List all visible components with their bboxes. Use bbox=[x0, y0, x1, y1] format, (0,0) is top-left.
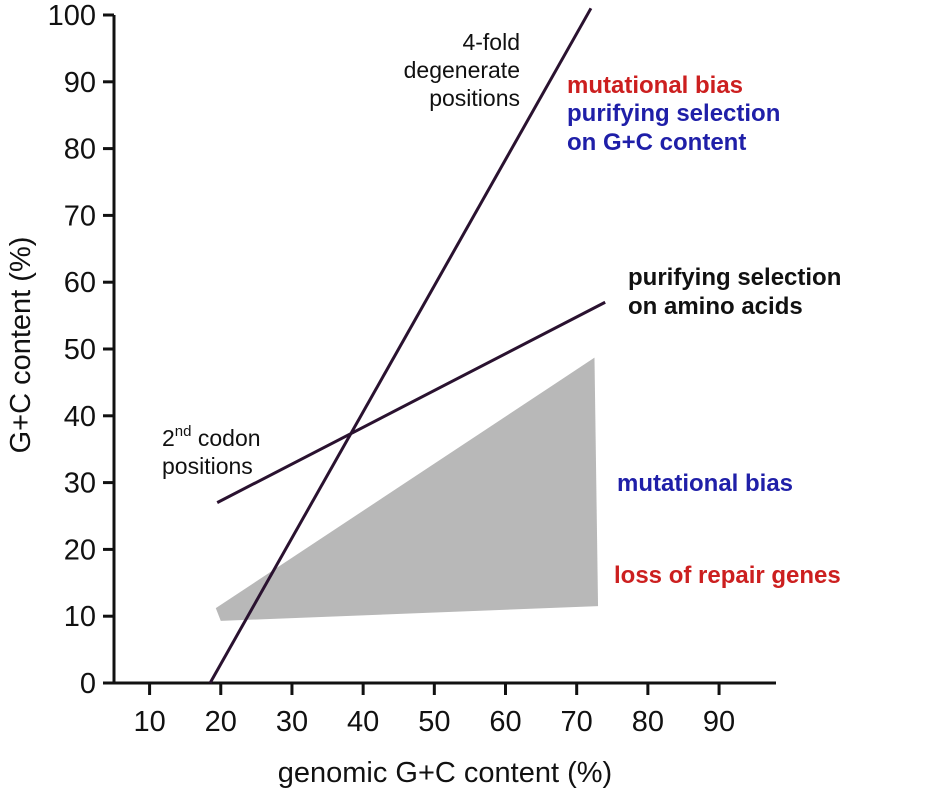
x-tick-label: 80 bbox=[632, 706, 664, 738]
x-axis-label: genomic G+C content (%) bbox=[278, 757, 612, 789]
y-tick-label: 50 bbox=[64, 334, 96, 366]
label-4fold-line2: degenerate bbox=[404, 57, 520, 83]
label-mutational-bias-low: mutational bias bbox=[617, 470, 793, 497]
label-2nd-codon-line1: 2nd codon bbox=[162, 423, 261, 451]
label-2nd-rest: codon bbox=[191, 425, 260, 451]
label-purifying-gc-line2: on G+C content bbox=[567, 129, 746, 156]
y-tick-label: 10 bbox=[64, 601, 96, 633]
y-tick-label: 100 bbox=[48, 0, 96, 32]
label-4fold-line1: 4-fold bbox=[462, 29, 520, 55]
y-tick-label: 30 bbox=[64, 468, 96, 500]
shaded-region bbox=[215, 357, 599, 621]
x-tick-label: 50 bbox=[418, 706, 450, 738]
label-purifying-gc-line1: purifying selection bbox=[567, 100, 780, 127]
label-purifying-aa-line1: purifying selection bbox=[628, 264, 841, 291]
label-2nd-codon-line2: positions bbox=[162, 453, 253, 479]
y-axis-label: G+C content (%) bbox=[5, 237, 37, 454]
x-tick-label: 30 bbox=[276, 706, 308, 738]
y-tick-label: 40 bbox=[64, 401, 96, 433]
x-tick-label: 40 bbox=[347, 706, 379, 738]
label-2nd-main: 2 bbox=[162, 425, 175, 451]
y-tick-label: 20 bbox=[64, 534, 96, 566]
label-purifying-aa-line2: on amino acids bbox=[628, 293, 803, 320]
x-tick-label: 70 bbox=[561, 706, 593, 738]
x-tick-label: 20 bbox=[205, 706, 237, 738]
series-line-4fold bbox=[208, 7, 593, 684]
label-mutational-bias-top: mutational bias bbox=[567, 72, 743, 99]
y-tick-label: 80 bbox=[64, 134, 96, 166]
y-tick-label: 0 bbox=[80, 668, 96, 700]
y-tick-label: 70 bbox=[64, 200, 96, 232]
x-tick-label: 60 bbox=[489, 706, 521, 738]
y-tick-label: 90 bbox=[64, 67, 96, 99]
series-line-2nd-codon bbox=[216, 300, 606, 504]
y-tick-label: 60 bbox=[64, 267, 96, 299]
x-tick-label: 10 bbox=[133, 706, 165, 738]
label-4fold-line3: positions bbox=[429, 85, 520, 111]
x-tick-label: 90 bbox=[703, 706, 735, 738]
label-2nd-sup: nd bbox=[175, 423, 192, 440]
label-loss-of-repair: loss of repair genes bbox=[614, 562, 841, 589]
